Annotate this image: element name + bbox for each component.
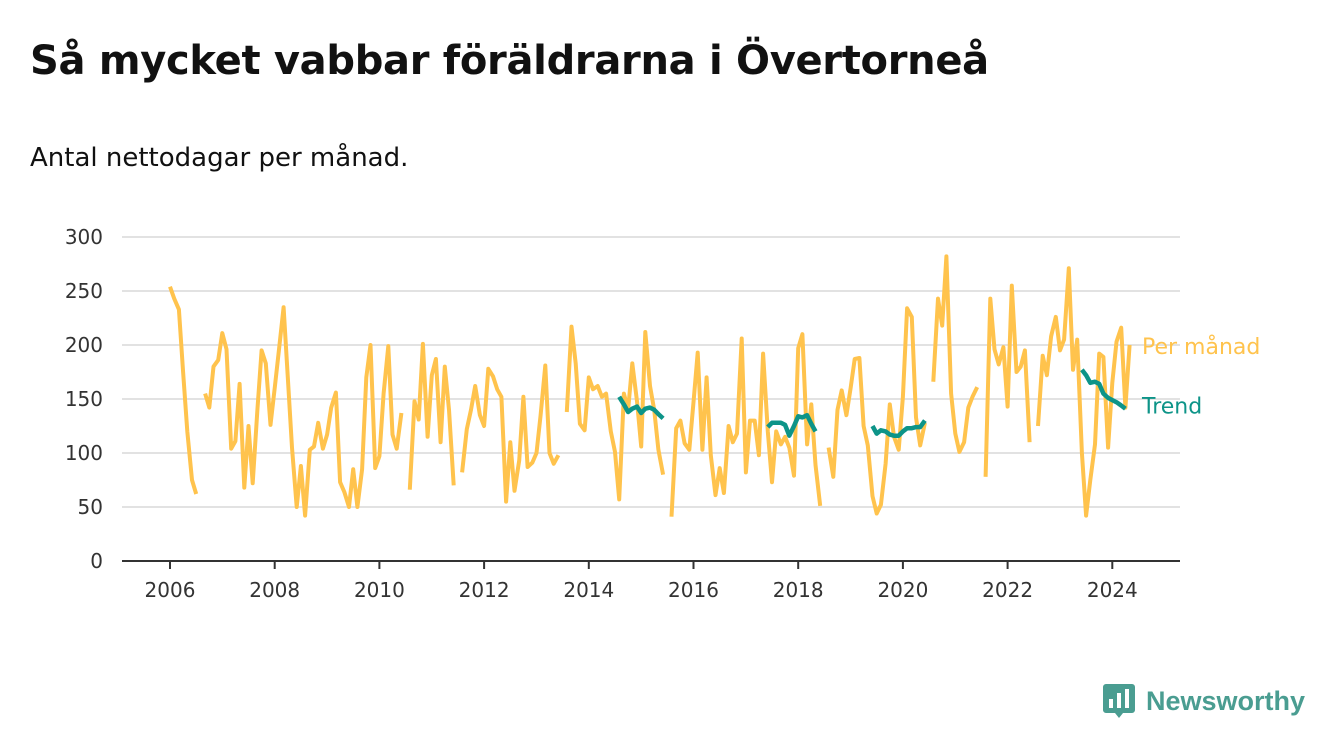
x-tick-label: 2016 [668, 578, 719, 602]
axes: 0 50 100 150 200 250 300 2006 2008 2010 2012 2014 20… [65, 225, 1180, 602]
x-tick-label: 2024 [1087, 578, 1138, 602]
x-tick-label: 2020 [877, 578, 928, 602]
chart-subtitle: Antal nettodagar per månad. [30, 143, 409, 173]
trend-series-line [1080, 368, 1127, 411]
trend-series-line [617, 395, 665, 421]
trend-series-line [870, 419, 927, 438]
y-tick-label: 100 [65, 441, 103, 465]
x-tick-label: 2006 [145, 578, 196, 602]
brand-name: Newsworthy [1146, 685, 1306, 716]
trend-series-line [766, 412, 818, 438]
series-lines [168, 254, 1132, 518]
y-tick-label: 300 [65, 225, 103, 249]
x-tick-label: 2022 [982, 578, 1033, 602]
y-tick-label: 150 [65, 387, 103, 411]
x-tick-label: 2014 [563, 578, 614, 602]
x-tick-label: 2008 [249, 578, 300, 602]
monthly-series-line [669, 332, 823, 517]
monthly-series-line [826, 306, 927, 516]
series-labels: Per månad Trend [1141, 334, 1260, 419]
y-tick-label: 200 [65, 333, 103, 357]
monthly-series-label: Per månad [1142, 334, 1260, 360]
brand-logo: Newsworthy [1102, 682, 1305, 720]
monthly-series-line [983, 283, 1032, 477]
monthly-series-line [460, 363, 561, 504]
grid-lines [122, 236, 1180, 508]
bar-chart-badge-icon [1103, 684, 1135, 718]
trend-series-label: Trend [1141, 394, 1202, 419]
monthly-series-line [203, 305, 404, 518]
monthly-series-line [931, 254, 979, 454]
x-tick-label: 2012 [459, 578, 510, 602]
chart-title: Så mycket vabbar föräldrarna i Övertorne… [30, 38, 989, 84]
x-tick-label: 2010 [354, 578, 405, 602]
monthly-series-line [168, 286, 199, 495]
monthly-series-line [407, 341, 456, 490]
monthly-series-line [1036, 266, 1132, 518]
y-tick-label: 0 [90, 549, 103, 573]
y-tick-label: 50 [78, 495, 103, 519]
y-tick-label: 250 [65, 279, 103, 303]
monthly-series-line [564, 324, 666, 502]
x-tick-label: 2018 [773, 578, 824, 602]
